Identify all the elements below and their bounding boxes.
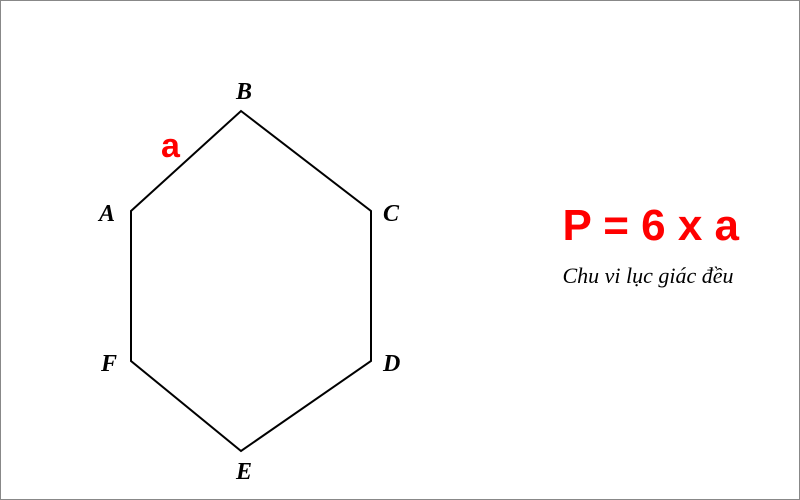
formula-caption: Chu vi lục giác đều — [562, 263, 739, 289]
vertex-label-a: A — [99, 201, 115, 228]
side-label-a: a — [161, 127, 180, 166]
formula-block: P = 6 x a Chu vi lục giác đều — [562, 201, 739, 289]
vertex-label-e: E — [236, 459, 252, 486]
vertex-label-d: D — [383, 351, 400, 378]
vertex-label-f: F — [101, 351, 117, 378]
hexagon-shape — [61, 51, 421, 491]
perimeter-formula: P = 6 x a — [562, 201, 739, 251]
hexagon-diagram: A B C D E F a — [61, 51, 421, 451]
vertex-label-b: B — [236, 79, 252, 106]
vertex-label-c: C — [383, 201, 399, 228]
